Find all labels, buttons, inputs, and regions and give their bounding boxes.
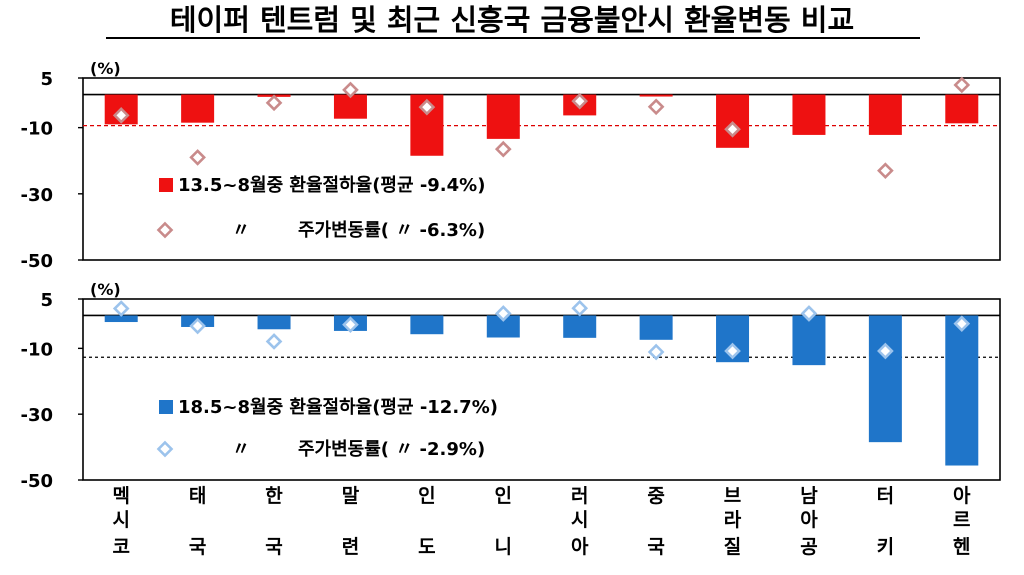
- y-tick-label: 5: [40, 290, 53, 311]
- bar-1: [104, 315, 138, 323]
- marker-12: [953, 315, 971, 333]
- legend-bar-label: 13.5~8월중 환율절하율(평균 -9.4%): [178, 174, 485, 196]
- x-label-char: 국: [189, 536, 206, 558]
- unit-label: (%): [90, 280, 121, 299]
- legend-bar-label: 18.5~8월중 환율절하율(평균 -12.7%): [178, 396, 498, 418]
- bar-6: [486, 94, 520, 139]
- bar-11: [868, 94, 902, 135]
- x-label-char: 남: [800, 485, 818, 507]
- bar-2: [181, 94, 215, 123]
- marker-3: [265, 333, 283, 350]
- x-label-char: 국: [647, 536, 664, 558]
- bar-6: [486, 315, 520, 338]
- marker-11: [877, 162, 894, 179]
- x-label-char: 헨: [953, 536, 970, 558]
- marker-1: [112, 300, 130, 317]
- bar-7: [563, 315, 597, 338]
- x-label-char: 질: [724, 536, 741, 558]
- plot-frame: [82, 298, 1001, 481]
- x-label-char: 아: [571, 536, 589, 558]
- x-label-char: 인: [418, 485, 435, 507]
- y-tick-label: -30: [20, 185, 53, 206]
- bar-5: [410, 315, 444, 335]
- bar-3: [257, 315, 291, 330]
- y-tick-label: -10: [20, 119, 53, 140]
- x-label-char: 코: [112, 536, 129, 558]
- x-label-char: 공: [800, 536, 817, 558]
- y-tick-label: -50: [20, 471, 53, 492]
- legend-marker-swatch: [156, 440, 174, 458]
- bar-11: [868, 315, 902, 443]
- marker-8: [647, 98, 665, 116]
- marker-11: [877, 342, 894, 360]
- legend-bar-swatch: [159, 178, 173, 192]
- x-label-char: 시: [112, 509, 129, 531]
- marker-6: [494, 140, 512, 158]
- x-label-char: 련: [342, 536, 359, 558]
- x-label-char: 아: [953, 485, 971, 507]
- x-label-char: 니: [495, 536, 512, 558]
- marker-1: [112, 107, 130, 124]
- x-label-char: 국: [265, 536, 282, 558]
- marker-3: [265, 94, 283, 112]
- x-label-char: 르: [953, 509, 970, 531]
- unit-label: (%): [90, 59, 121, 78]
- bar-4: [333, 94, 367, 119]
- x-label-char: 태: [189, 485, 206, 507]
- legend-ditto-mark: 〃: [232, 439, 250, 460]
- marker-9: [724, 120, 741, 138]
- plot-frame: [82, 77, 1001, 261]
- x-label-char: 한: [265, 485, 283, 507]
- x-label-char: 러: [571, 485, 588, 507]
- marker-2: [189, 317, 206, 335]
- legend-ditto-mark: 〃: [232, 220, 250, 241]
- marker-4: [342, 81, 359, 99]
- x-label-char: 멕: [112, 485, 129, 507]
- marker-4: [342, 316, 359, 334]
- legend-bar-swatch: [159, 400, 173, 414]
- bar-12: [945, 94, 979, 124]
- x-label-char: 인: [495, 485, 512, 507]
- marker-10: [800, 305, 818, 322]
- chart-title: 테이퍼 텐트럼 및 최근 신흥국 금융불안시 환율변동 비교: [170, 3, 854, 37]
- y-tick-label: -50: [20, 251, 53, 272]
- bar-10: [792, 94, 826, 135]
- chart-panels: 5 -10 -30 -50 (%) 13.5~8월중 환율절하율(평균 -9.4%) 〃 주가…: [20, 59, 1001, 492]
- y-tick-label: -10: [20, 339, 53, 360]
- legend-marker-swatch: [156, 221, 174, 239]
- x-label-char: 키: [877, 536, 894, 558]
- x-label-char: 라: [724, 509, 742, 531]
- marker-6: [494, 305, 512, 322]
- marker-12: [953, 76, 971, 94]
- x-label-char: 도: [418, 536, 435, 558]
- marker-7: [571, 299, 589, 317]
- y-tick-label: 5: [40, 69, 53, 90]
- bar-10: [792, 315, 826, 366]
- marker-8: [647, 343, 665, 361]
- chart-panel-1: 5 -10 -30 -50 (%) 13.5~8월중 환율절하율(평균 -9.4%) 〃 주가…: [20, 59, 1001, 272]
- legend-marker-label: 주가변동률( 〃 -6.3%): [298, 220, 485, 241]
- x-label-char: 아: [800, 509, 818, 531]
- bar-12: [945, 315, 979, 466]
- y-tick-label: -30: [20, 405, 53, 426]
- x-label-char: 말: [342, 485, 360, 507]
- bar-8: [639, 315, 673, 340]
- x-label-char: 브: [724, 485, 741, 507]
- x-label-char: 터: [877, 485, 894, 507]
- bar-8: [639, 94, 673, 97]
- x-label-char: 중: [647, 485, 664, 507]
- legend-marker-label: 주가변동률( 〃 -2.9%): [298, 439, 485, 460]
- marker-7: [571, 92, 589, 110]
- marker-9: [724, 342, 741, 360]
- chart-panel-2: 5 -10 -30 -50 (%) 18.5~8월중 환율절하율(평균 -12.7%) 〃 주…: [20, 280, 1001, 492]
- marker-5: [418, 98, 436, 116]
- x-label-char: 시: [571, 509, 588, 531]
- marker-2: [189, 149, 206, 166]
